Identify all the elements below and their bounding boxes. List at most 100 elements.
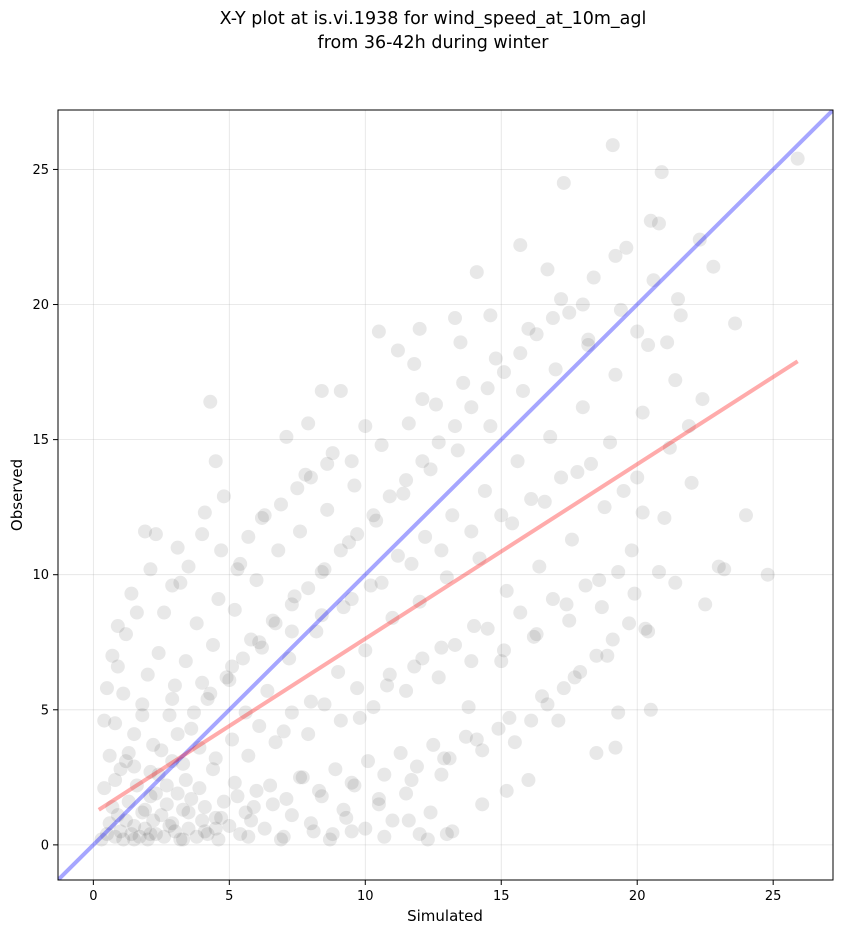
scatter-point [344,454,359,469]
trend-lines [58,110,833,880]
scatter-point [575,400,590,415]
scatter-point [475,797,490,812]
scatter-point [244,632,259,647]
scatter-point [358,419,373,434]
scatter-point [431,670,446,685]
scatter-point [347,478,362,493]
scatter-point [469,265,484,280]
scatter-point [641,338,656,353]
scatter-point [97,781,112,796]
scatter-point [197,505,212,520]
scatter-point [594,600,609,615]
scatter-point [148,786,163,801]
scatter-point [350,527,365,542]
scatter-point [393,746,408,761]
scatter-point [276,724,291,739]
scatter-points [94,138,805,847]
scatter-point [295,770,310,785]
scatter-point [293,524,308,539]
scatter-point [306,824,321,839]
scatter-point [415,651,430,666]
scatter-point [273,832,288,847]
scatter-point [366,700,381,715]
scatter-point [121,794,136,809]
scatter-point [363,578,378,593]
scatter-point [110,619,125,634]
scatter-point [399,473,414,488]
scatter-point [178,654,193,669]
scatter-point [257,821,272,836]
scatter-point [157,829,172,844]
scatter-point [195,527,210,542]
scatter-point [230,789,245,804]
scatter-point [540,697,555,712]
y-tick-label: 0 [41,838,49,853]
scatter-point [257,508,272,523]
scatter-point [513,605,528,620]
scatter-point [254,510,269,525]
scatter-point [162,708,177,723]
scatter-point [165,578,180,593]
scatter-point [320,456,335,471]
scatter-point [263,778,278,793]
y-tick-label: 15 [32,433,49,448]
scatter-point [99,681,114,696]
scatter-point [483,419,498,434]
scatter-point [401,416,416,431]
scatter-point [627,586,642,601]
scatter-point [276,829,291,844]
scatter-point [480,621,495,636]
scatter-point [404,773,419,788]
scatter-point [404,556,419,571]
scatter-point [513,238,528,253]
scatter-point [409,759,424,774]
scatter-point [241,529,256,544]
scatter-point [352,710,367,725]
scatter-point [369,513,384,528]
scatter-point [138,821,153,836]
scatter-point [377,829,392,844]
scatter-point [434,767,449,782]
scatter-point [662,440,677,455]
scatter-point [622,616,637,631]
scatter-point [157,605,172,620]
scatter-point [252,635,267,650]
scatter-point [630,470,645,485]
scatter-point [214,543,229,558]
scatter-point [284,597,299,612]
scatter-point [597,500,612,515]
scatter-point [252,719,267,733]
scatter-point [195,675,210,690]
scatter-point [314,383,329,398]
scatter-point [374,575,389,590]
scatter-point [211,832,226,847]
scatter-point [284,705,299,720]
scatter-point [660,335,675,350]
scatter-point [317,697,332,712]
scatter-point [132,829,147,844]
scatter-point [434,543,449,558]
scatter-point [279,429,294,444]
scatter-point [135,708,150,723]
scatter-point [146,737,161,752]
y-tick-label: 10 [32,568,49,583]
scatter-point [458,729,473,744]
scatter-point [282,651,297,666]
scatter-point [657,510,672,525]
scatter-point [303,694,318,709]
scatter-point [181,559,196,574]
scatter-point [635,405,650,420]
scatter-point [102,748,117,763]
scatter-point [505,516,520,531]
scatter-point [317,562,332,577]
scatter-point [208,751,223,766]
scatter-point [624,543,639,558]
scatter-point [374,438,389,453]
scatter-point [154,808,169,823]
scatter-point [475,743,490,758]
scatter-point [333,383,348,398]
scatter-point [581,332,596,347]
scatter-point [643,213,658,228]
scatter-point [339,810,354,825]
grid [58,110,833,880]
